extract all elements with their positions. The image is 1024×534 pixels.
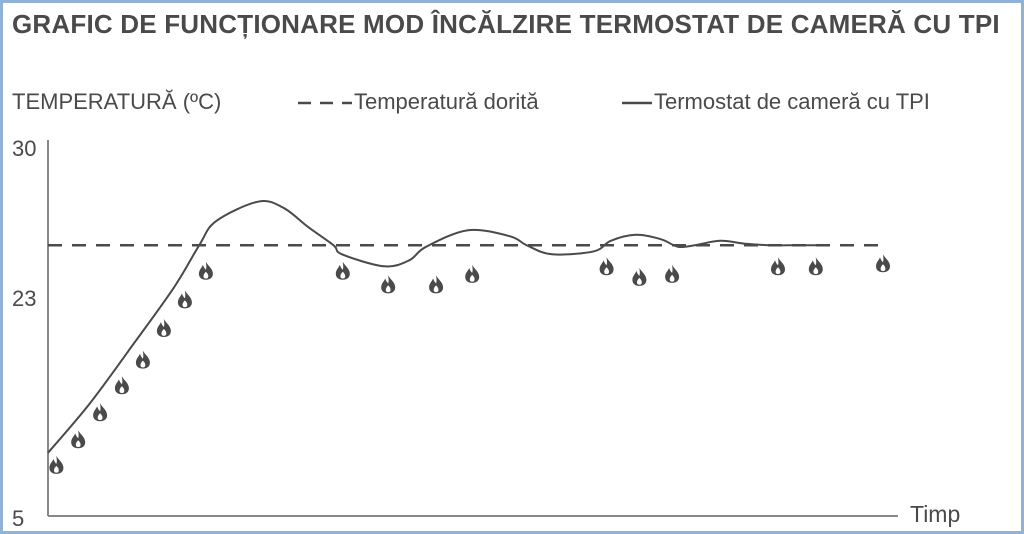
y-axis-label: TEMPERATURĂ (ºC) (12, 89, 222, 114)
flame-icon (177, 290, 192, 309)
y-tick-label-23: 23 (12, 286, 36, 311)
flame-icon (808, 257, 823, 276)
flame-icon (198, 261, 213, 280)
flame-icon (599, 257, 614, 276)
chart-title: GRAFIC DE FUNCȚIONARE MOD ÎNCĂLZIRE TERM… (12, 9, 1000, 39)
series-line-tpi-thermostat (47, 200, 830, 454)
legend-label-tpi-thermostat: Termostat de cameră cu TPI (654, 89, 930, 114)
y-tick-label-30: 30 (12, 136, 36, 161)
flame-icon (93, 403, 108, 422)
legend-dashed-swatch (298, 101, 352, 105)
flame-icon (114, 376, 129, 395)
flame-icon (335, 261, 350, 280)
legend-label-desired-temperature: Temperatură dorită (354, 89, 539, 114)
flame-icon (71, 430, 86, 449)
flame-icon (381, 275, 396, 294)
flame-icon (665, 264, 680, 283)
flame-icon (876, 254, 890, 273)
legend-item-tpi-thermostat: Termostat de cameră cu TPI (620, 89, 930, 115)
flame-icon (771, 257, 785, 276)
legend-item-desired-temperature: Temperatură dorită (296, 89, 539, 115)
legend-solid-swatch (622, 101, 652, 105)
x-axis-label: Timp (910, 501, 960, 527)
flame-icon (465, 264, 480, 283)
y-tick-label-5: 5 (12, 506, 24, 531)
flame-icon (156, 319, 171, 337)
flame-icon (429, 275, 444, 294)
flame-icon (632, 267, 647, 286)
flame-icon (135, 350, 150, 369)
flame-icon (49, 455, 64, 474)
